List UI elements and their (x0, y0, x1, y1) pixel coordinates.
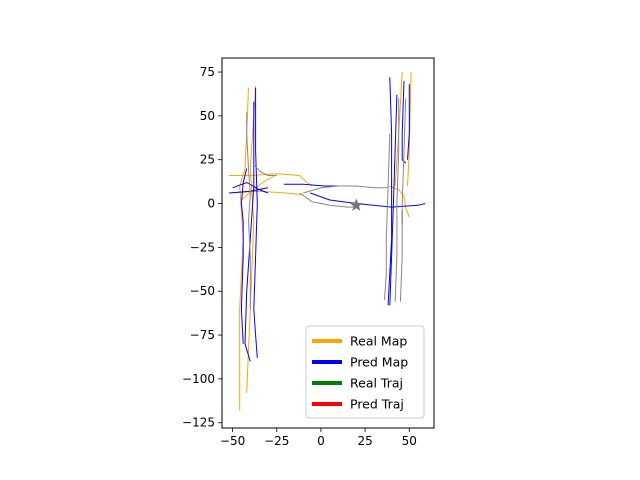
legend-label-real-map: Real Map (350, 334, 407, 349)
pred-map-line-2 (253, 87, 258, 358)
real-map-line-2 (229, 173, 313, 187)
unlabeled-line-2 (303, 185, 389, 194)
x-tick-label: 50 (402, 434, 417, 448)
legend-label-pred-traj: Pred Traj (350, 397, 404, 412)
ego-star-marker (349, 198, 363, 211)
y-tick-label: −125 (182, 416, 215, 430)
unlabeled-line-3 (299, 192, 357, 208)
unlabeled-line-4 (384, 133, 391, 301)
y-tick-label: −25 (190, 240, 215, 254)
y-tick-label: −75 (190, 328, 215, 342)
legend-label-real-traj: Real Traj (350, 376, 403, 391)
real-map-line-7 (407, 71, 412, 187)
pred-map-line-8 (389, 94, 398, 306)
x-axis: −50 −25 0 25 50 (220, 428, 417, 448)
y-tick-label: 75 (200, 65, 215, 79)
pred-map-line-6 (310, 192, 426, 208)
legend: Real Map Pred Map Real Traj Pred Traj (305, 325, 425, 419)
marker-layer (349, 198, 363, 211)
unlabeled-line-6 (399, 98, 407, 302)
pred-map-line-10 (407, 84, 410, 160)
y-tick-label: −50 (190, 284, 215, 298)
x-tick-label: 25 (357, 434, 372, 448)
real-map-line-4 (241, 175, 276, 201)
pred-map-line-4 (232, 181, 269, 194)
y-tick-label: 50 (200, 109, 215, 123)
x-tick-label: −25 (264, 434, 289, 448)
pred-map-line-5 (283, 183, 339, 187)
y-tick-label: −100 (182, 372, 215, 386)
x-tick-label: −50 (220, 434, 245, 448)
legend-box (305, 325, 425, 419)
series-layer (229, 71, 426, 411)
y-tick-label: 25 (200, 153, 215, 167)
real-map-line-5 (387, 185, 410, 218)
unlabeled-line-0 (246, 112, 251, 309)
legend-label-pred-map: Pred Map (350, 355, 408, 370)
x-tick-label: 0 (317, 434, 325, 448)
plot-frame (221, 57, 435, 429)
pred-map-line-1 (244, 101, 255, 362)
pred-map-line-7 (387, 77, 393, 306)
y-axis: 75 50 25 0 −25 −50 −75 −100 −125 (182, 65, 222, 430)
y-tick-label: 0 (207, 197, 215, 211)
pred-map-line-0 (240, 168, 248, 344)
unlabeled-line-5 (394, 98, 400, 302)
unlabeled-line-1 (253, 164, 277, 176)
